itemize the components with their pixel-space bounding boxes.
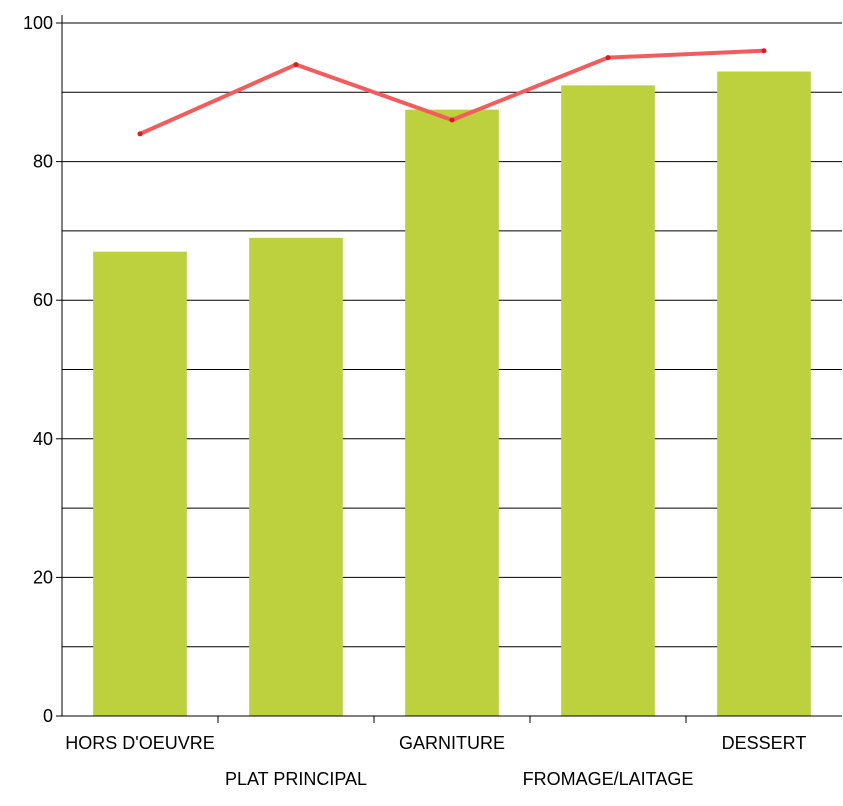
line-point [449, 117, 455, 123]
bar [561, 85, 655, 717]
bar [93, 251, 187, 716]
x-tick-label: PLAT PRINCIPAL [225, 769, 367, 789]
line-point [761, 48, 767, 54]
y-tick-label: 0 [43, 706, 53, 726]
bar [717, 71, 811, 716]
y-tick-label: 80 [33, 152, 53, 172]
y-tick-label: 60 [33, 290, 53, 310]
bar [249, 237, 343, 716]
axes [61, 15, 842, 717]
x-tick-label: GARNITURE [399, 733, 505, 753]
y-tick-label: 40 [33, 429, 53, 449]
x-tick-label: DESSERT [722, 733, 807, 753]
x-axis-ticks: HORS D'OEUVRE PLAT PRINCIPAL GARNITURE FROM… [65, 716, 806, 789]
line-point [137, 131, 143, 137]
bar-series [93, 71, 811, 717]
line-point [605, 55, 611, 61]
bar [405, 109, 499, 716]
y-tick-label: 20 [33, 567, 53, 587]
x-tick-label: FROMAGE/LAITAGE [523, 769, 694, 789]
y-tick-label: 100 [23, 13, 53, 33]
line-series [137, 48, 767, 137]
line-point [293, 62, 299, 68]
y-axis-ticks: 0 20 40 60 80 100 [23, 13, 62, 726]
x-tick-label: HORS D'OEUVRE [65, 733, 214, 753]
